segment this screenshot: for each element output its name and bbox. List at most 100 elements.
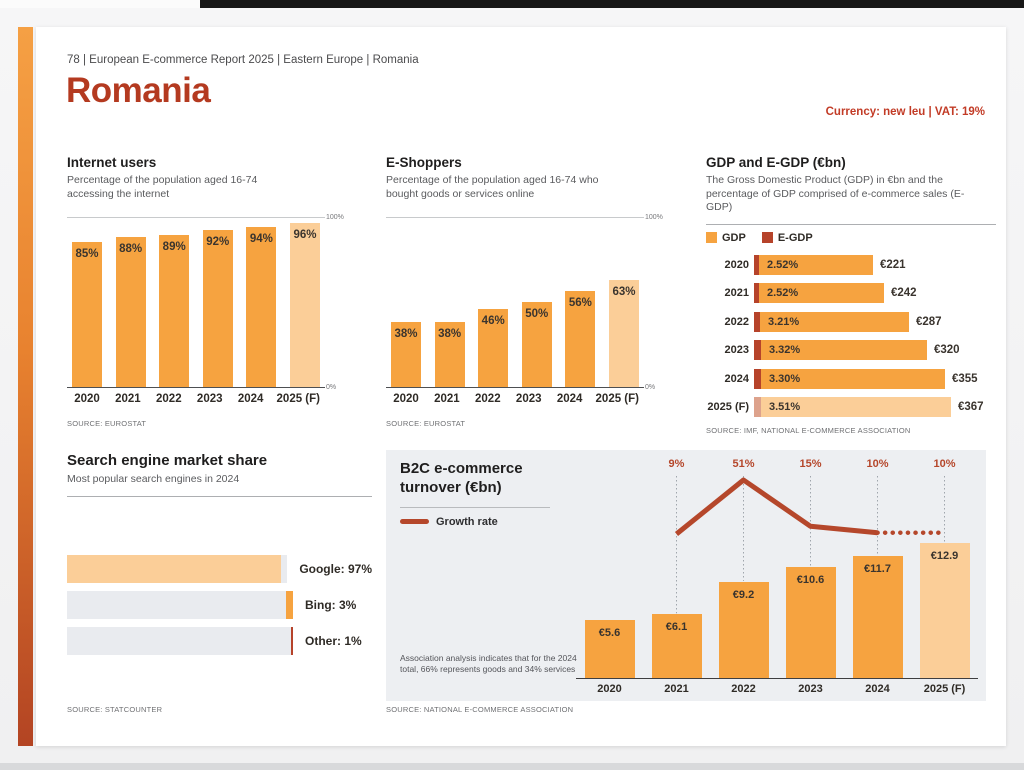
egdp-pct-label: 3.51% bbox=[769, 401, 801, 414]
bar-value-label: €5.6 bbox=[598, 626, 621, 639]
bar-2025 (F): 63% bbox=[608, 279, 639, 388]
legend-label: E-GDP bbox=[777, 231, 813, 244]
e-shoppers-chart: 100% 0% 38% 38% 46% 50% 56% 63% 2020 2021 2022 2… bbox=[386, 214, 663, 429]
search-bar-track bbox=[67, 590, 293, 619]
window-top-left bbox=[0, 0, 200, 8]
year-label: 2025 (F) bbox=[595, 393, 639, 406]
year-label: 2021 bbox=[434, 393, 460, 406]
growth-rate-label: 15% bbox=[799, 458, 822, 470]
divider bbox=[706, 223, 996, 225]
bar-value-label: 88% bbox=[119, 242, 143, 255]
report-page: 78 | European E-commerce Report 2025 | E… bbox=[36, 27, 1006, 746]
b2c-bar-2024: €11.7 bbox=[852, 555, 903, 678]
gdp-row-2020: 2020 2.52% €221 bbox=[706, 254, 996, 275]
bar-2022: 46% bbox=[478, 308, 509, 388]
b2c-footnote: Association analysis indicates that for … bbox=[400, 653, 577, 675]
breadcrumb: 78 | European E-commerce Report 2025 | E… bbox=[67, 54, 419, 66]
b2c-bar-2025 (F): €12.9 bbox=[919, 543, 970, 678]
legend-item-egdp: E-GDP bbox=[761, 231, 813, 244]
b2c-turnover-panel: B2C e-commerce turnover (€bn) Growth rat… bbox=[386, 450, 986, 701]
chart-plot-area: 100% 0% 85% 88% 89% 92% 94% 96% bbox=[67, 214, 344, 391]
gdp-value-label: €320 bbox=[934, 344, 960, 357]
bar-value-label: 56% bbox=[568, 297, 592, 310]
search-row-bing: Bing: 3% bbox=[67, 590, 372, 619]
bar-2023: 50% bbox=[521, 301, 552, 388]
search-row-other: Other: 1% bbox=[67, 626, 372, 655]
bar-value-label: 63% bbox=[612, 285, 636, 298]
bar-value-label: 50% bbox=[525, 307, 549, 320]
axis-label-0: 0% bbox=[326, 384, 337, 392]
bar-2020: 85% bbox=[72, 241, 102, 388]
search-bar-segment bbox=[67, 626, 291, 655]
growth-line-icon bbox=[400, 519, 429, 524]
window-bottom-edge bbox=[0, 763, 1024, 770]
legend-label: GDP bbox=[722, 231, 746, 244]
bar-value-label: 89% bbox=[162, 241, 186, 254]
search-bar-segment bbox=[280, 554, 288, 583]
b2c-bar-2021: €6.1 bbox=[651, 614, 702, 678]
year-label: 2025 (F) bbox=[276, 393, 320, 406]
section-subtitle: Percentage of the population aged 16-74 … bbox=[67, 174, 258, 200]
search-engine-label: Other: 1% bbox=[305, 633, 362, 648]
egdp-bar bbox=[754, 283, 759, 304]
gdp-year-label: 2025 (F) bbox=[707, 401, 749, 414]
x-axis-labels: 2020 2021 2022 2023 2024 2025 (F) bbox=[67, 393, 325, 405]
section-subtitle: Most popular search engines in 2024 bbox=[67, 473, 240, 485]
source-note: SOURCE: EUROSTAT bbox=[386, 419, 466, 429]
section-title: GDP and E-GDP (€bn) bbox=[706, 155, 846, 170]
bar-value-label: 94% bbox=[249, 232, 273, 245]
gdp-value-label: €242 bbox=[891, 287, 917, 300]
egdp-pct-label: 2.52% bbox=[767, 287, 799, 300]
bar-2024: 56% bbox=[565, 291, 596, 388]
year-label: 2024 bbox=[556, 393, 583, 406]
section-title: E-Shoppers bbox=[386, 155, 462, 170]
year-label: 2023 bbox=[515, 393, 542, 406]
growth-rate-label: 9% bbox=[668, 458, 685, 470]
section-subtitle: Percentage of the population aged 16-74 … bbox=[386, 174, 599, 200]
search-row-google: Google: 97% bbox=[67, 554, 372, 583]
bar-2024: 94% bbox=[246, 226, 277, 388]
gdp-value-label: €221 bbox=[880, 258, 906, 271]
growth-rate-label: 51% bbox=[732, 458, 755, 470]
growth-rate-label: 10% bbox=[866, 458, 889, 470]
gdp-bar: 3.32% bbox=[761, 340, 927, 361]
bar-2021: 88% bbox=[115, 236, 146, 388]
gdp-swatch-icon bbox=[706, 232, 717, 244]
bar-2025 (F): 96% bbox=[289, 223, 320, 388]
internet-users-chart: 100% 0% 85% 88% 89% 92% 94% 96% 2020 2021 2022 2… bbox=[67, 214, 344, 429]
b2c-bar-2020: €5.6 bbox=[584, 619, 635, 678]
bar-value-label: €6.1 bbox=[665, 621, 688, 634]
gdp-bar: 2.52% bbox=[759, 283, 884, 304]
source-note: SOURCE: IMF, NATIONAL E-COMMERCE ASSOCIA… bbox=[706, 425, 911, 435]
source-note: SOURCE: EUROSTAT bbox=[67, 419, 147, 429]
bar-value-label: 85% bbox=[75, 247, 99, 260]
internet-users-section: Internet users Percentage of the populat… bbox=[67, 155, 344, 429]
egdp-bar bbox=[754, 368, 761, 389]
page-title: Romania bbox=[66, 71, 211, 110]
search-bar-segment bbox=[67, 554, 281, 583]
divider bbox=[67, 495, 372, 497]
year-label: 2022 bbox=[475, 393, 501, 406]
egdp-swatch-icon bbox=[761, 232, 773, 244]
currency-vat-note: Currency: new leu | VAT: 19% bbox=[825, 106, 985, 118]
growth-rate-legend: Growth rate bbox=[400, 516, 578, 528]
bar-value-label: 38% bbox=[394, 328, 418, 341]
egdp-pct-label: 3.30% bbox=[769, 372, 801, 385]
year-label: 2021 bbox=[115, 393, 141, 406]
bar-2020: 38% bbox=[391, 322, 421, 388]
gdp-row-2025 (F): 2025 (F) 3.51% €367 bbox=[706, 397, 996, 418]
bar-value-label: 92% bbox=[206, 235, 230, 248]
gdp-year-label: 2024 bbox=[724, 372, 749, 385]
b2c-bar-2023: €10.6 bbox=[785, 567, 836, 678]
b2c-header: B2C e-commerce turnover (€bn) Growth rat… bbox=[400, 460, 578, 528]
bar-value-label: €12.9 bbox=[930, 550, 959, 563]
year-label: 2022 bbox=[156, 393, 182, 406]
growth-rate-label: 10% bbox=[933, 458, 956, 470]
year-label: 2024 bbox=[237, 393, 264, 406]
gdp-year-label: 2020 bbox=[724, 258, 749, 271]
x-axis-line bbox=[576, 678, 978, 679]
search-bar-segment bbox=[67, 590, 287, 619]
bar-value-label: 96% bbox=[293, 229, 317, 242]
x-axis-labels: 2020 2021 2022 2023 2024 2025 (F) bbox=[386, 393, 644, 405]
